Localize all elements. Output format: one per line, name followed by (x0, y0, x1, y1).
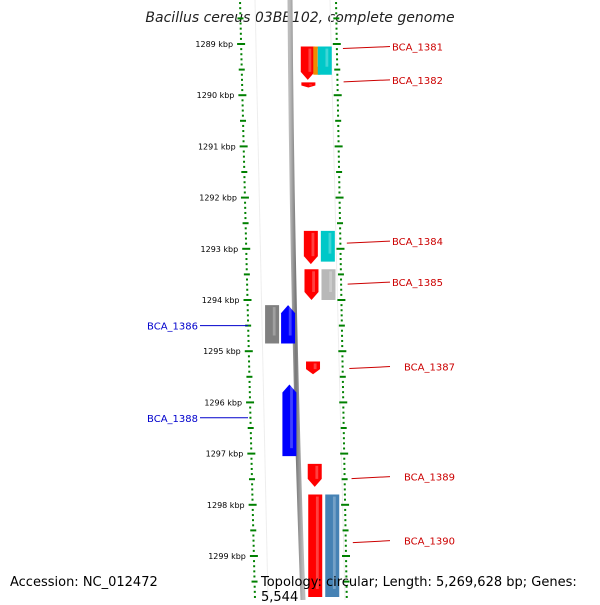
gene-arrow-red[interactable] (304, 269, 319, 300)
kbp-tick-label: 1291 kbp (198, 142, 236, 151)
left-guide-line (254, 0, 269, 600)
gene-arrow-blue[interactable] (281, 305, 296, 344)
gene-arrow-red[interactable] (307, 463, 322, 487)
gene-arrow-gray[interactable] (265, 305, 280, 344)
kbp-tick-label: 1289 kbp (195, 40, 233, 49)
gene-label[interactable]: BCA_1384 (392, 237, 443, 248)
label-connector (347, 281, 391, 285)
gene-arrow-red[interactable] (308, 494, 323, 597)
kbp-tick-label: 1296 kbp (204, 398, 242, 407)
genome-title: Bacillus cereus 03BB102, complete genome (145, 10, 455, 26)
gene-label[interactable]: BCA_1381 (392, 43, 443, 54)
kbp-tick-label: 1297 kbp (206, 450, 244, 459)
gene-highlight (325, 48, 329, 67)
label-connector (351, 476, 391, 480)
gene-label[interactable]: BCA_1390 (404, 537, 455, 548)
gene-arrow-red[interactable] (300, 46, 315, 80)
gene-highlight (272, 307, 276, 336)
label-connector (342, 46, 391, 50)
kbp-tick-label: 1298 kbp (207, 501, 245, 510)
gene-highlight (329, 271, 332, 292)
gene-label[interactable]: BCA_1387 (404, 363, 455, 374)
accession-text: Accession: NC_012472 (10, 575, 158, 590)
kbp-tick-label: 1292 kbp (199, 194, 237, 203)
gene-arrow-cyan[interactable] (317, 46, 332, 75)
gene-label[interactable]: BCA_1382 (392, 76, 443, 87)
gene-highlight (328, 232, 332, 254)
kbp-tick-label: 1290 kbp (197, 91, 235, 100)
gene-arrow-red[interactable] (306, 361, 321, 375)
gene-highlight (311, 232, 315, 257)
gene-arrow-cyan[interactable] (320, 230, 335, 262)
gene-highlight (315, 496, 319, 589)
gene-highlight (312, 271, 315, 292)
kbp-tick-label: 1294 kbp (202, 296, 240, 305)
gene-highlight (288, 307, 292, 336)
gene-arrow-red[interactable] (303, 230, 318, 265)
gene-highlight (309, 84, 312, 86)
gene-label[interactable]: BCA_1389 (404, 473, 455, 484)
gene-label[interactable]: BCA_1388 (147, 414, 198, 425)
gene-highlight (290, 386, 293, 449)
gene-arrow-lightgray[interactable] (321, 269, 336, 300)
label-connector (352, 540, 391, 544)
label-connector (346, 240, 391, 244)
gene-highlight (315, 465, 319, 479)
gene-arrow-blue[interactable] (282, 384, 297, 457)
gene-arrow-steel[interactable] (325, 494, 340, 597)
label-connector (349, 366, 391, 370)
genome-backbone (287, 0, 306, 600)
gene-highlight (313, 363, 317, 370)
gene-arrow-red[interactable] (301, 82, 316, 88)
gene-highlight (332, 496, 336, 589)
kbp-tick-label: 1293 kbp (201, 245, 239, 254)
topology-text: Topology: circular; Length: 5,269,628 bp… (261, 575, 577, 605)
kbp-tick-label: 1299 kbp (208, 552, 246, 561)
gene-label[interactable]: BCA_1386 (147, 322, 198, 333)
gene-label[interactable]: BCA_1385 (392, 278, 443, 289)
label-connector (343, 79, 391, 83)
kbp-tick-label: 1295 kbp (203, 347, 241, 356)
gene-highlight (308, 48, 312, 72)
